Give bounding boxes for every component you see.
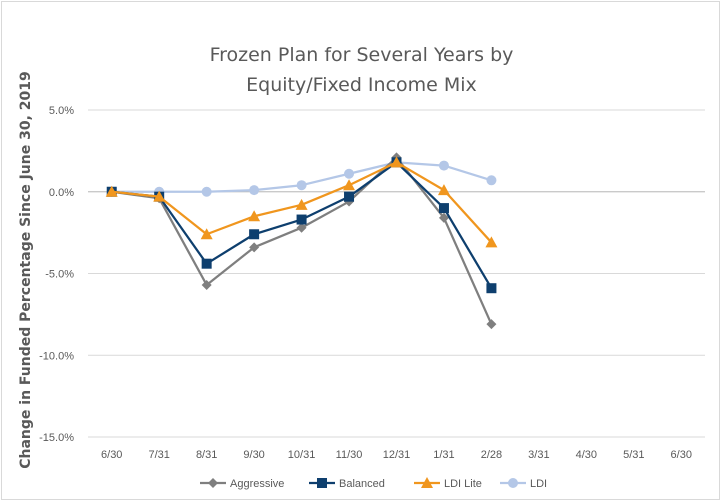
x-tick-label: 7/31 (148, 449, 169, 461)
x-tick-label: 6/30 (671, 449, 692, 461)
legend-marker-aggressive (208, 478, 218, 488)
y-tick-label: -15.0% (39, 432, 74, 444)
data-point-balanced (201, 258, 212, 269)
data-point-ldi-lite (105, 185, 118, 197)
x-tick-label: 8/31 (196, 449, 217, 461)
data-point-balanced (438, 203, 449, 214)
data-point-ldi-lite (295, 198, 308, 210)
data-point-ldi-lite (390, 156, 403, 168)
x-tick-label: 10/31 (288, 449, 316, 461)
x-tick-label: 6/30 (101, 449, 122, 461)
x-tick-label: 11/30 (336, 449, 363, 461)
data-point-aggressive (486, 319, 497, 330)
data-point-ldi (486, 175, 497, 186)
x-tick-label: 3/31 (528, 449, 549, 461)
data-point-balanced (344, 191, 355, 202)
chart-title-line1: Frozen Plan for Several Years by (209, 44, 514, 66)
data-point-ldi-lite (153, 190, 166, 202)
data-point-ldi (344, 168, 355, 179)
data-point-ldi-lite (485, 236, 498, 248)
data-point-aggressive (438, 212, 449, 223)
y-tick-label: 5.0% (49, 105, 74, 117)
legend-label-aggressive: Aggressive (230, 478, 284, 490)
legend-marker-ldi-lite (421, 477, 433, 488)
data-point-ldi-lite (248, 210, 261, 222)
data-point-aggressive (201, 279, 212, 290)
legend-label-ldi-lite: LDI Lite (444, 478, 482, 490)
y-tick-label: 0.0% (49, 187, 74, 199)
data-point-aggressive (249, 242, 260, 253)
x-tick-label: 4/30 (576, 449, 597, 461)
data-point-ldi-lite (343, 179, 356, 191)
data-point-aggressive (296, 222, 307, 233)
x-tick-label: 1/31 (433, 449, 454, 461)
data-point-ldi-lite (437, 184, 450, 196)
data-point-balanced (249, 229, 260, 240)
legend-marker-balanced (317, 478, 327, 488)
legend-label-ldi: LDI (530, 478, 547, 490)
x-tick-label: 12/31 (383, 449, 411, 461)
x-tick-label: 2/28 (481, 449, 502, 461)
data-point-ldi (296, 180, 307, 191)
data-point-ldi (201, 186, 212, 197)
chart-title-line2: Equity/Fixed Income Mix (246, 74, 477, 96)
data-point-ldi (438, 160, 449, 171)
y-tick-label: -5.0% (45, 269, 74, 281)
data-point-ldi (249, 185, 260, 196)
data-point-balanced (296, 214, 307, 225)
data-point-ldi-lite (200, 228, 213, 240)
x-tick-label: 5/31 (623, 449, 644, 461)
legend-marker-ldi (508, 478, 518, 488)
legend-label-balanced: Balanced (339, 478, 385, 490)
x-tick-label: 9/30 (243, 449, 264, 461)
data-point-balanced (486, 283, 497, 294)
y-tick-label: -10.0% (39, 350, 74, 362)
